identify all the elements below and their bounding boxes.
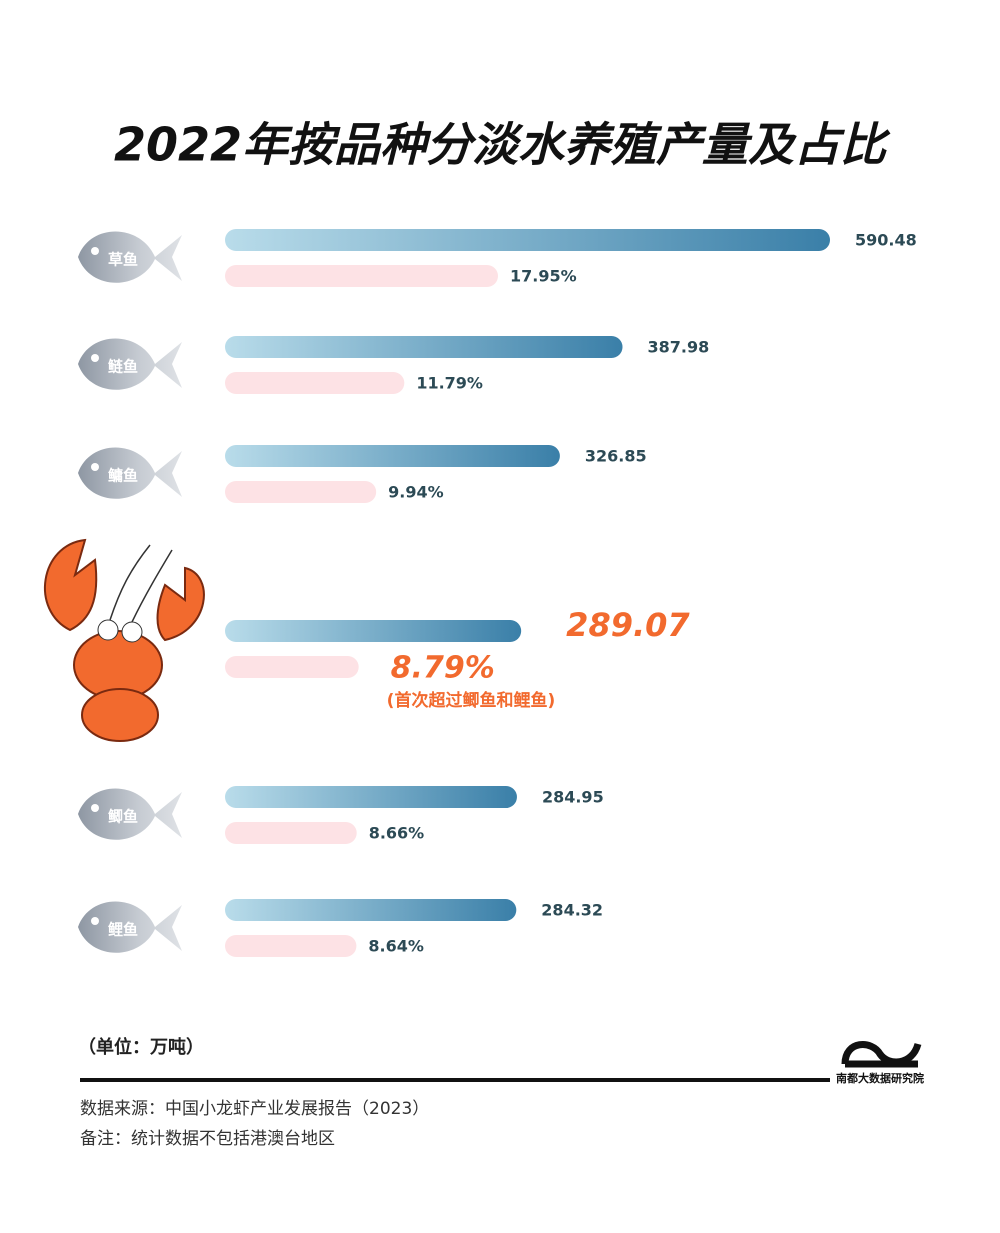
bar [225,336,623,358]
share-bar [225,372,405,394]
bar [225,229,830,251]
fish-eye [91,463,99,471]
category-label: 鳙鱼 [108,467,138,485]
lobster-eye [121,621,143,643]
category-label: 鲫鱼 [108,808,138,826]
brand: 南都大数据研究院 [836,1071,924,1085]
note: 备注：统计数据不包括港澳台地区 [80,1129,335,1149]
fish-icon [78,788,182,840]
share-bar [225,265,498,287]
value-label: 590.48 [855,231,917,250]
lobster-eye [97,619,119,641]
fish-eye [91,354,99,362]
share-label: 11.79% [416,374,483,393]
value-label: 326.85 [585,447,647,466]
annotation: (首次超过鲫鱼和鲤鱼) [387,690,556,711]
share-bar [225,822,357,844]
lobster-claw [44,538,98,632]
share-bar [225,935,357,957]
share-label: 17.95% [510,267,577,286]
share-label: 9.94% [388,483,444,502]
category-label: 鲢鱼 [108,358,138,376]
category-label: 草鱼 [108,251,138,269]
value-label: 284.95 [542,788,604,807]
bar [225,899,517,921]
value-label: 387.98 [648,338,710,357]
bar [225,620,522,642]
share-label: 8.66% [369,824,425,843]
share-label: 8.64% [368,937,424,956]
fish-eye [91,804,99,812]
share-bar [225,481,377,503]
fish-icon [78,901,182,953]
logo [841,1041,922,1068]
lobster-claw [156,566,205,642]
fish-eye [91,917,99,925]
bar [225,445,560,467]
lobster-antenna [109,544,173,623]
lobster-tail [81,688,159,742]
category-label: 鲤鱼 [107,921,138,939]
bar [225,786,517,808]
unit: （单位：万吨） [78,1036,204,1058]
fish-icon [78,338,182,390]
value-label: 284.32 [541,901,603,920]
fish-eye [91,247,99,255]
chart-title: 2022年按品种分淡水养殖产量及占比 [114,118,891,172]
fish-icon [78,231,182,283]
source: 数据来源：中国小龙虾产业发展报告（2023） [80,1099,429,1119]
value-label: 289.07 [566,606,690,644]
share-label: 8.79% [391,651,495,686]
fish-icon [78,447,182,499]
share-bar [225,656,359,678]
